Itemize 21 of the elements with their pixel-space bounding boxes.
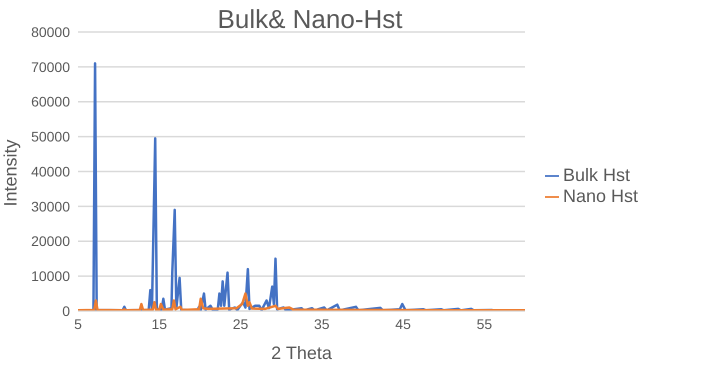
y-tick-label: 80000 [31, 24, 70, 40]
chart-title: Bulk& Nano-Hst [218, 4, 402, 34]
y-tick-label: 70000 [31, 58, 70, 75]
y-tick-label: 0 [62, 302, 70, 319]
x-axis-title: 2 Theta [271, 343, 333, 363]
x-tick-label: 55 [476, 316, 492, 332]
x-tick-label: 35 [314, 316, 330, 332]
line-series [78, 292, 525, 311]
x-tick-label: 25 [232, 316, 249, 332]
y-tick-label: 60000 [31, 94, 70, 110]
y-tick-label: 10000 [31, 268, 70, 284]
x-tick-label: 45 [395, 316, 412, 332]
x-tick-label: 15 [151, 316, 168, 332]
x-tick-label: 5 [74, 316, 82, 332]
y-tick-label: 20000 [31, 233, 70, 250]
y-axis-title: Intensity [0, 139, 20, 206]
y-tick-label: 50000 [31, 128, 70, 145]
legend-label: Bulk Hst [563, 164, 630, 184]
legend-label: Nano Hst [563, 186, 638, 206]
y-tick-label: 40000 [31, 163, 70, 180]
y-tick-label: 30000 [31, 198, 70, 214]
